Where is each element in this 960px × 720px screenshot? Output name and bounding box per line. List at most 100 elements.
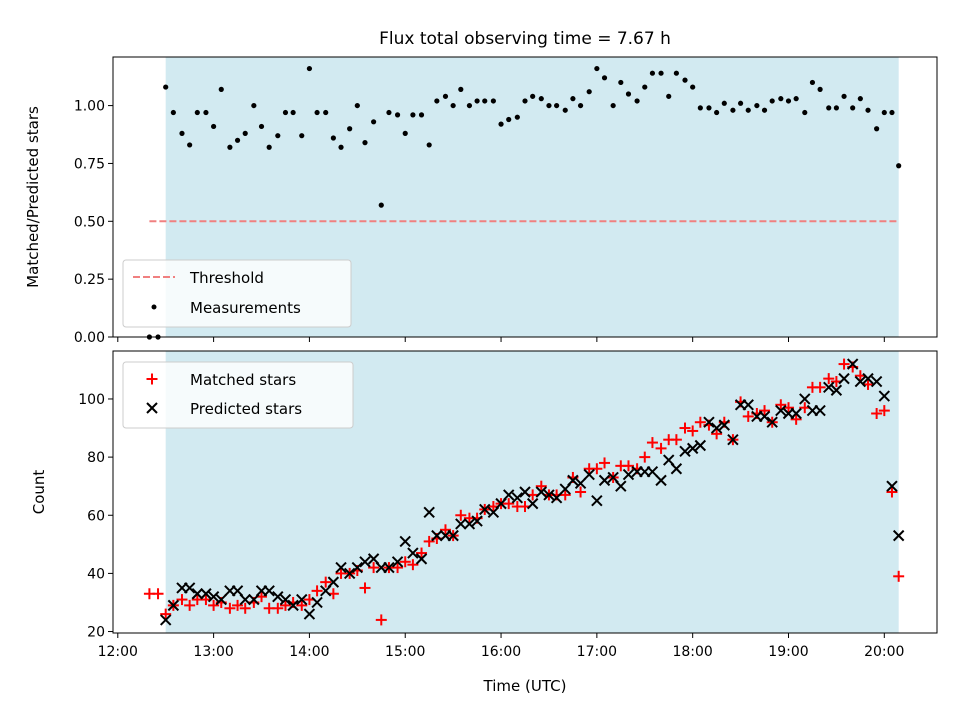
predicted-stars-point (598, 474, 611, 487)
measurement-point (506, 116, 512, 123)
matched-stars-point (893, 570, 905, 582)
marker-stroke (423, 506, 435, 519)
matched-stars-points (143, 358, 905, 626)
x-tick-label: 14:00 (289, 644, 329, 660)
x-tick-label: 17:00 (577, 644, 617, 660)
measurement-point (418, 112, 425, 118)
marker-stroke (287, 599, 299, 612)
predicted-stars-point (655, 474, 667, 487)
predicted-stars-point (455, 518, 467, 530)
measurement-point (730, 107, 736, 113)
predicted-stars-point (503, 489, 515, 501)
marker-stroke (311, 596, 323, 609)
matched-stars-point (160, 608, 172, 620)
measurement-point (833, 105, 839, 111)
legend-predicted-label: Predicted stars (190, 400, 302, 418)
measurement-point (769, 98, 775, 104)
predicted-stars-point (543, 489, 555, 501)
measurement-point (594, 65, 600, 72)
marker-stroke (399, 535, 411, 548)
marker-stroke (159, 614, 172, 626)
marker-stroke (727, 433, 739, 446)
marker-stroke (431, 529, 443, 542)
y-tick-label: 100 (78, 392, 105, 408)
predicted-stars-point (814, 404, 826, 417)
measurement-point (682, 77, 688, 83)
matched-stars-point (670, 434, 682, 446)
matched-stars-point (392, 562, 404, 574)
marker-stroke (878, 390, 891, 402)
measurement-point (211, 123, 217, 130)
predicted-stars-points (159, 358, 905, 626)
measurement-point (554, 102, 560, 109)
marker-stroke (351, 561, 364, 574)
matched-stars-point (399, 556, 411, 568)
x-tick-label: 18:00 (672, 644, 712, 660)
matched-stars-point (359, 582, 371, 594)
marker-stroke (231, 585, 244, 597)
measurement-point (299, 133, 305, 139)
y-tick-label: 0.50 (74, 214, 105, 230)
marker-stroke (327, 576, 340, 588)
measurement-point (402, 130, 408, 136)
marker-stroke (886, 480, 898, 492)
measurement-point (386, 109, 392, 116)
matched-stars-point (407, 559, 419, 571)
predicted-stars-point (479, 503, 491, 516)
predicted-stars-point (471, 515, 483, 527)
predicted-stars-point (766, 416, 778, 428)
marker-stroke (183, 582, 196, 594)
marker-stroke (511, 492, 524, 504)
bottom-legend: Matched stars Predicted stars (122, 361, 354, 429)
predicted-stars-point (296, 593, 308, 606)
predicted-stars-point (710, 422, 723, 434)
predicted-stars-point (303, 608, 316, 620)
measurement-point (721, 100, 727, 106)
measurement-point (450, 102, 456, 109)
top-legend-box (122, 259, 352, 328)
matched-stars-point (239, 602, 251, 614)
y-tick-label: 20 (87, 625, 105, 641)
predicted-stars-point (886, 480, 898, 492)
matched-stars-point (208, 599, 220, 611)
measurement-point (850, 105, 856, 111)
predicted-stars-point (862, 372, 874, 385)
marker-stroke (447, 529, 459, 542)
predicted-stars-point (670, 463, 683, 475)
x-tick-label: 13:00 (193, 644, 233, 660)
matched-stars-point (423, 535, 435, 547)
measurement-point (258, 123, 265, 130)
measurement-point (826, 105, 832, 111)
matched-stars-point (272, 602, 284, 614)
marker-stroke (503, 489, 515, 501)
measurement-point (179, 130, 185, 136)
measurement-point (793, 96, 799, 102)
measurement-point (227, 144, 233, 150)
predicted-stars-point (846, 358, 859, 370)
measurement-point (362, 140, 368, 146)
marker-stroke (799, 393, 811, 405)
matched-stars-point (687, 425, 699, 437)
predicted-stars-point (407, 547, 419, 559)
measurement-point (378, 202, 384, 208)
marker-stroke (383, 561, 395, 574)
measurement-point (666, 93, 672, 99)
measurement-point (706, 105, 712, 111)
predicted-stars-point (327, 576, 340, 588)
predicted-stars-point (519, 486, 531, 498)
predicted-stars-point (215, 593, 227, 606)
marker-stroke (758, 410, 771, 423)
measurement-point (394, 112, 401, 118)
measurement-point (538, 96, 544, 102)
matched-stars-point (559, 489, 571, 501)
legend-matched-label: Matched stars (190, 371, 296, 389)
x-tick-label: 19:00 (768, 644, 808, 660)
predicted-stars-point (742, 399, 754, 411)
top-x-ticks (117, 337, 885, 342)
predicted-stars-point (263, 585, 275, 597)
predicted-stars-point (399, 535, 411, 548)
predicted-stars-point (870, 375, 883, 388)
predicted-stars-point (526, 497, 539, 510)
predicted-stars-point (167, 599, 180, 612)
legend-predicted-swatch (146, 402, 158, 414)
